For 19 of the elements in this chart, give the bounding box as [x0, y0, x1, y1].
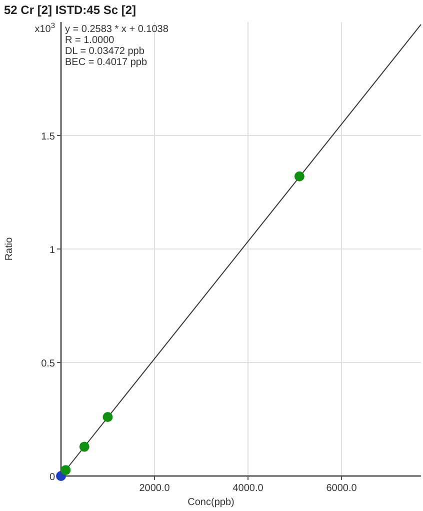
y-tick-label: 1	[49, 245, 56, 256]
annotation: y = 0.2583 * x + 0.1038	[65, 24, 169, 35]
y-tick-label: 0	[49, 472, 56, 483]
x-tick-label: 2000.0	[139, 483, 170, 494]
x-axis-title: Conc(ppb)	[188, 497, 234, 508]
text: x10$^{3}$	[34, 20, 55, 35]
annotation: DL = 0.03472 ppb	[65, 46, 145, 57]
point	[102, 412, 113, 422]
point	[79, 442, 90, 452]
y-tick-label: 1.5	[41, 132, 56, 142]
x-tick-label: 6000.0	[326, 483, 358, 494]
y-tick-label: 0.5	[41, 358, 56, 370]
chart-title: 52 Cr [2] ISTD:45 Sc [2]	[4, 3, 136, 17]
annotation: R = 1.0000	[65, 35, 115, 46]
annotation: BEC = 0.4017 ppb	[65, 57, 148, 68]
y-axis-title: Ratio	[4, 236, 15, 261]
point	[60, 465, 71, 476]
x-tick-label: 4000.0	[232, 483, 264, 494]
point	[294, 171, 304, 182]
